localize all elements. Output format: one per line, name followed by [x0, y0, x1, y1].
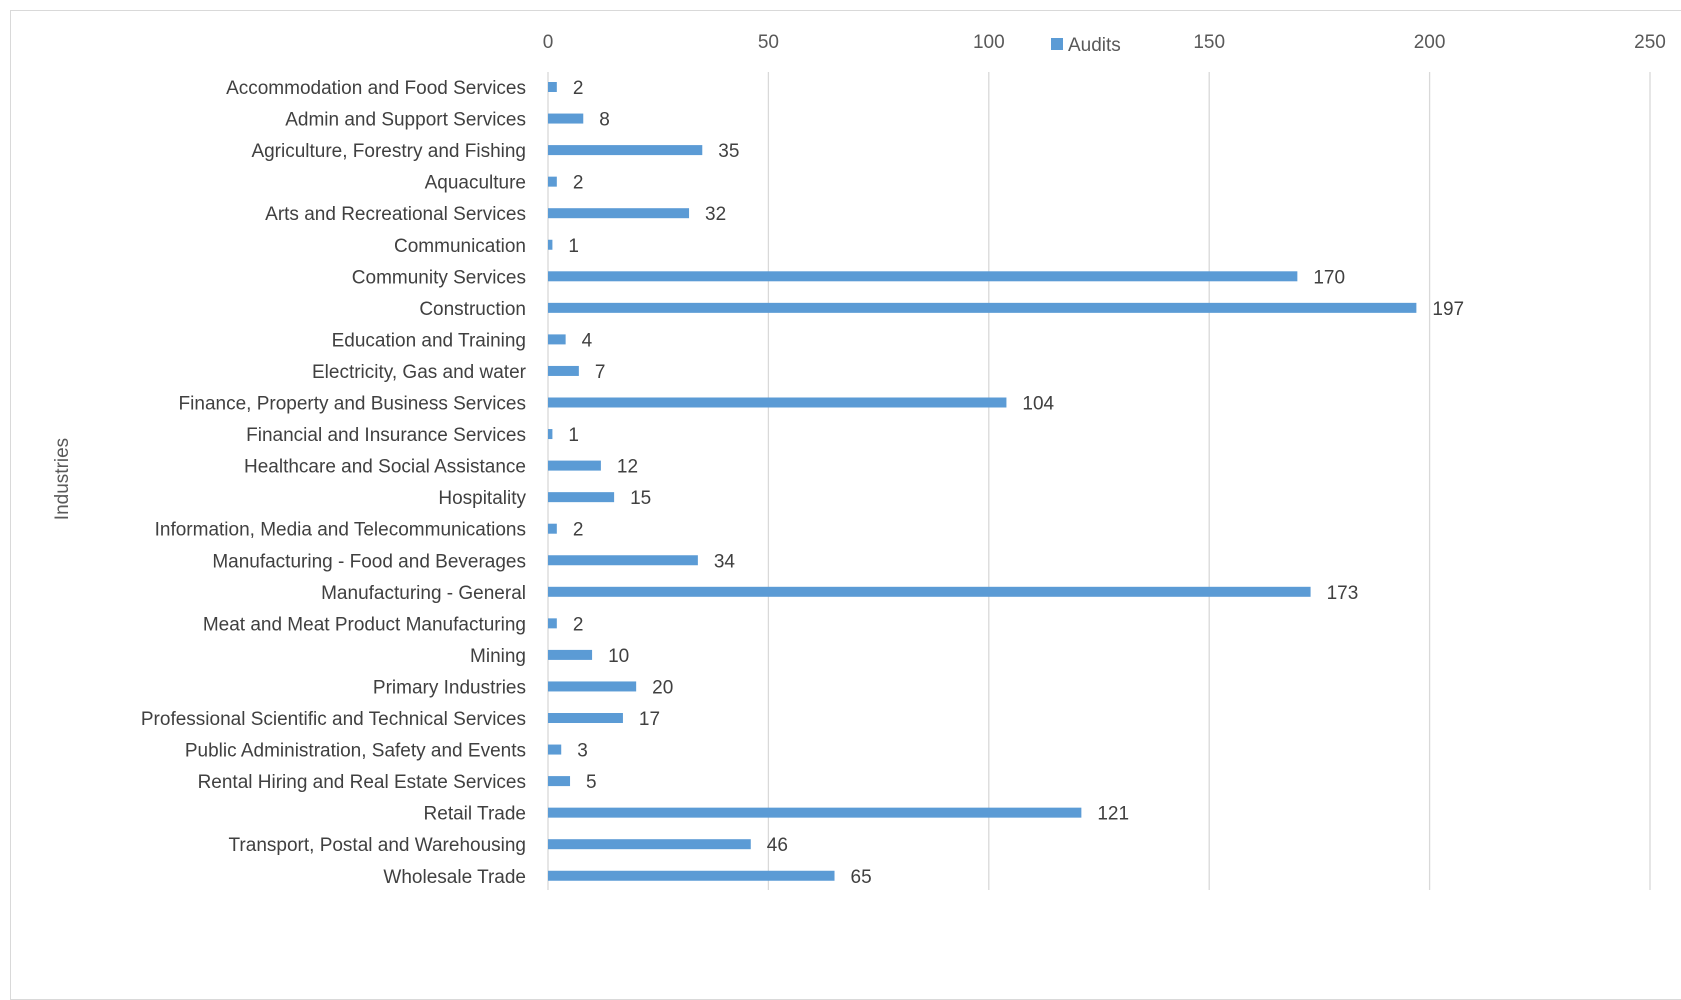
x-tick-label: 50 [758, 32, 779, 53]
category-label: Public Administration, Safety and Events [185, 741, 526, 762]
category-label: Community Services [352, 267, 526, 288]
category-label: Electricity, Gas and water [312, 362, 527, 383]
data-label: 5 [586, 772, 597, 793]
data-label: 1 [568, 236, 579, 257]
bar [548, 523, 557, 534]
data-label: 34 [714, 551, 736, 572]
bar [548, 618, 557, 629]
data-label: 7 [595, 362, 606, 383]
bar [548, 460, 601, 471]
bar [548, 82, 557, 92]
legend: Audits [1051, 35, 1121, 56]
x-tick-label: 0 [543, 32, 554, 53]
category-label: Hospitality [438, 488, 526, 509]
data-label: 2 [573, 520, 584, 541]
bar [548, 145, 703, 156]
bars [548, 82, 1417, 881]
bar [548, 776, 571, 787]
bar [548, 429, 553, 440]
bar [548, 208, 690, 219]
data-label: 20 [652, 677, 673, 698]
category-label: Information, Media and Telecommunication… [155, 520, 526, 541]
bar [548, 365, 579, 376]
bar [548, 807, 1082, 818]
category-label: Primary Industries [373, 677, 526, 698]
data-label: 8 [599, 110, 610, 131]
category-label: Healthcare and Social Assistance [244, 457, 526, 478]
bar [548, 744, 562, 755]
bar [548, 839, 751, 850]
category-label: Communication [394, 236, 526, 257]
data-label: 1 [568, 425, 579, 446]
category-label: Arts and Recreational Services [265, 204, 526, 225]
bar [548, 713, 623, 723]
category-label: Education and Training [332, 330, 526, 351]
data-labels: 2835232117019747104112152341732102017351… [568, 78, 1464, 888]
bar [548, 302, 1417, 313]
bar [548, 271, 1298, 282]
data-label: 4 [582, 330, 593, 351]
data-label: 197 [1432, 299, 1464, 320]
data-label: 35 [718, 141, 739, 162]
category-label: Wholesale Trade [383, 867, 526, 888]
bar [548, 113, 584, 124]
bar [548, 555, 698, 566]
data-label: 46 [767, 835, 788, 856]
category-label: Rental Hiring and Real Estate Services [198, 772, 526, 793]
category-label: Transport, Postal and Warehousing [229, 835, 526, 856]
bar-chart: 0 50 100 150 200 250 Accommodation and Food S… [52, 32, 1666, 890]
bar [548, 239, 553, 250]
data-label: 2 [573, 78, 584, 99]
data-label: 2 [573, 173, 584, 194]
category-label: Manufacturing - Food and Beverages [212, 551, 526, 572]
data-label: 32 [705, 204, 726, 225]
category-label: Finance, Property and Business Services [179, 394, 526, 415]
x-tick-label: 100 [973, 32, 1005, 53]
bar [548, 176, 557, 187]
x-tick-label: 150 [1193, 32, 1225, 53]
data-label: 17 [639, 709, 660, 730]
bar [548, 492, 615, 503]
bar [548, 334, 566, 345]
x-tick-label: 250 [1634, 32, 1666, 53]
data-label: 173 [1327, 583, 1359, 604]
data-label: 15 [630, 488, 651, 509]
bar [548, 681, 637, 692]
data-label: 2 [573, 614, 584, 635]
category-label: Agriculture, Forestry and Fishing [251, 141, 526, 162]
category-label: Meat and Meat Product Manufacturing [203, 614, 526, 635]
data-label: 10 [608, 646, 629, 667]
y-axis-title: Industries [52, 438, 73, 520]
x-axis-ticks: 0 50 100 150 200 250 [543, 32, 1666, 53]
category-label: Accommodation and Food Services [226, 78, 526, 99]
bar [548, 649, 593, 660]
data-label: 3 [577, 741, 588, 762]
data-label: 121 [1097, 804, 1129, 825]
category-labels: Accommodation and Food Services Admin and… [141, 78, 527, 888]
x-tick-label: 200 [1414, 32, 1446, 53]
legend-swatch-audits [1051, 38, 1063, 50]
data-label: 104 [1022, 394, 1054, 415]
gridlines [547, 72, 1651, 890]
category-label: Aquaculture [425, 173, 526, 194]
legend-label-audits: Audits [1068, 35, 1121, 56]
data-label: 170 [1313, 267, 1345, 288]
category-label: Mining [470, 646, 526, 667]
bar [548, 397, 1007, 408]
data-label: 65 [851, 867, 872, 888]
category-label: Manufacturing - General [321, 583, 526, 604]
category-label: Financial and Insurance Services [246, 425, 526, 446]
category-label: Admin and Support Services [285, 110, 526, 131]
bar [548, 586, 1311, 597]
category-label: Construction [419, 299, 526, 320]
data-label: 12 [617, 457, 638, 478]
category-label: Professional Scientific and Technical Se… [141, 709, 526, 730]
bar [548, 870, 835, 881]
category-label: Retail Trade [424, 804, 526, 825]
